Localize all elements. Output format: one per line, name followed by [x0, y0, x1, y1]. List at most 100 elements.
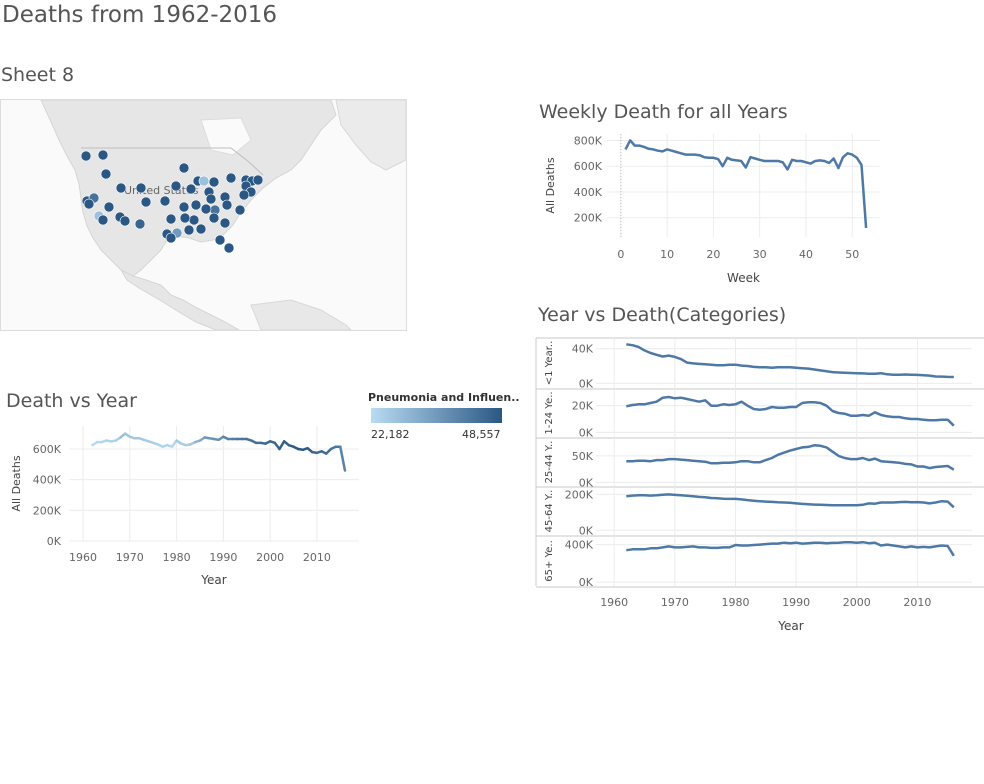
- weekly-y-tick-label: 600K: [574, 160, 603, 173]
- year-series-segment: [339, 445, 347, 472]
- categories-series-name: 25-44 Y..: [544, 441, 555, 484]
- categories-y-tick-label: 0K: [579, 476, 594, 489]
- year-y-tick-label: 0K: [47, 535, 62, 548]
- map-dot: [83, 198, 95, 210]
- weekly-x-axis-label: Week: [727, 271, 760, 285]
- year-x-tick-label: 2010: [303, 551, 331, 564]
- categories-series-line: [626, 540, 955, 557]
- map-dot: [103, 201, 115, 213]
- year-y-axis-label: All Deaths: [10, 455, 23, 511]
- map-dot: [205, 193, 217, 205]
- categories-chart[interactable]: 0K 40K <1 Year.. 0K 20K 1-24 Ye.. 0K 50K 25-44 Y…: [535, 337, 984, 633]
- map-dots: [80, 149, 264, 254]
- year-x-tick-label: 1980: [163, 551, 191, 564]
- categories-x-tick-label: 2000: [843, 596, 871, 609]
- categories-series-name: 1-24 Ye..: [544, 391, 555, 434]
- categories-y-tick-label: 0K: [579, 576, 594, 589]
- categories-y-tick-label: 50K: [572, 450, 594, 463]
- categories-x-tick-label: 1980: [721, 596, 749, 609]
- categories-y-tick-label: 200K: [565, 488, 594, 501]
- categories-y-tick-label: 40K: [572, 343, 594, 356]
- map-svg[interactable]: United States: [1, 100, 406, 330]
- categories-series-line: [626, 343, 954, 379]
- legend-max-label: 48,557: [462, 428, 501, 441]
- map-dot: [119, 215, 131, 227]
- year-chart[interactable]: 1960 1970 1980 1990 2000 2010 0K 200K 400K 600K Ye…: [10, 426, 359, 587]
- map-dot: [208, 212, 220, 224]
- weekly-x-tick-label: 10: [660, 248, 674, 261]
- map-dot: [225, 172, 237, 184]
- map-dot: [185, 183, 197, 195]
- land-south-america: [250, 299, 352, 330]
- map-dot: [165, 232, 177, 244]
- year-y-tick-label: 200K: [33, 504, 62, 517]
- map-dot: [80, 150, 92, 162]
- map-dot: [219, 217, 231, 229]
- categories-x-tick-label: 1970: [661, 596, 689, 609]
- map-dot: [165, 213, 177, 225]
- categories-y-tick-label: 0K: [579, 426, 594, 439]
- categories-y-tick-label: 20K: [572, 400, 594, 413]
- categories-series-name: <1 Year..: [544, 341, 555, 386]
- year-series-segment: [278, 440, 286, 451]
- map-dot: [214, 234, 226, 246]
- year-x-tick-label: 1970: [116, 551, 144, 564]
- map-dot: [159, 195, 171, 207]
- year-series-segment: [170, 439, 178, 448]
- weekly-y-tick-label: 400K: [574, 186, 603, 199]
- map-dot: [234, 204, 246, 216]
- map-dot: [135, 182, 147, 194]
- year-x-axis-label: Year: [200, 573, 226, 587]
- weekly-y-tick-label: 800K: [574, 134, 603, 147]
- categories-y-tick-label: 0K: [579, 524, 594, 537]
- categories-x-tick-label: 2010: [903, 596, 931, 609]
- categories-series-name: 65+ Ye..: [544, 540, 555, 582]
- map-dot: [208, 176, 220, 188]
- categories-series-line: [626, 493, 955, 509]
- categories-x-tick-label: 1990: [782, 596, 810, 609]
- dashboard-title: Deaths from 1962-2016: [2, 2, 278, 28]
- map-title: Sheet 8: [1, 64, 75, 86]
- year-y-tick-label: 600K: [33, 443, 62, 456]
- year-y-tick-label: 400K: [33, 474, 62, 487]
- weekly-chart-title: Weekly Death for all Years: [539, 101, 788, 123]
- map-dot: [200, 203, 212, 215]
- land-northeast: [335, 100, 406, 171]
- weekly-x-tick-label: 50: [845, 248, 859, 261]
- legend-min-label: 22,182: [371, 428, 410, 441]
- year-x-tick-label: 2000: [256, 551, 284, 564]
- year-x-tick-label: 1960: [69, 551, 97, 564]
- categories-series-line: [626, 444, 955, 471]
- map-dot: [140, 196, 152, 208]
- year-chart-title: Death vs Year: [6, 390, 137, 412]
- map-dot: [97, 149, 109, 161]
- weekly-chart[interactable]: 0 10 20 30 40 50 200K 400K 600K 800K Week All Death…: [544, 134, 880, 285]
- map-dot: [115, 182, 127, 194]
- map-view[interactable]: United States: [0, 99, 407, 331]
- map-dot: [178, 201, 190, 213]
- map-dot: [134, 218, 146, 230]
- categories-series-line: [626, 395, 955, 427]
- weekly-x-tick-label: 20: [706, 248, 720, 261]
- categories-chart-title: Year vs Death(Categories): [538, 304, 787, 326]
- map-dot: [178, 162, 190, 174]
- categories-y-tick-label: 400K: [565, 539, 594, 552]
- land-mexico: [119, 268, 241, 330]
- categories-x-axis-label: Year: [777, 619, 803, 633]
- map-dot: [195, 223, 207, 235]
- map-dot: [221, 199, 233, 211]
- map-dot: [170, 180, 182, 192]
- legend-color-ramp: [371, 408, 502, 423]
- map-dot: [223, 242, 235, 254]
- categories-y-tick-label: 0K: [579, 377, 594, 390]
- map-dot: [252, 174, 264, 186]
- weekly-y-axis-label: All Deaths: [544, 157, 557, 213]
- weekly-x-tick-label: 40: [799, 248, 813, 261]
- map-dot: [238, 189, 250, 201]
- categories-series-name: 45-64 Y..: [544, 490, 555, 533]
- weekly-x-tick-label: 30: [753, 248, 767, 261]
- map-dot: [190, 199, 202, 211]
- weekly-series-line: [624, 139, 868, 229]
- water-hudson: [200, 117, 252, 156]
